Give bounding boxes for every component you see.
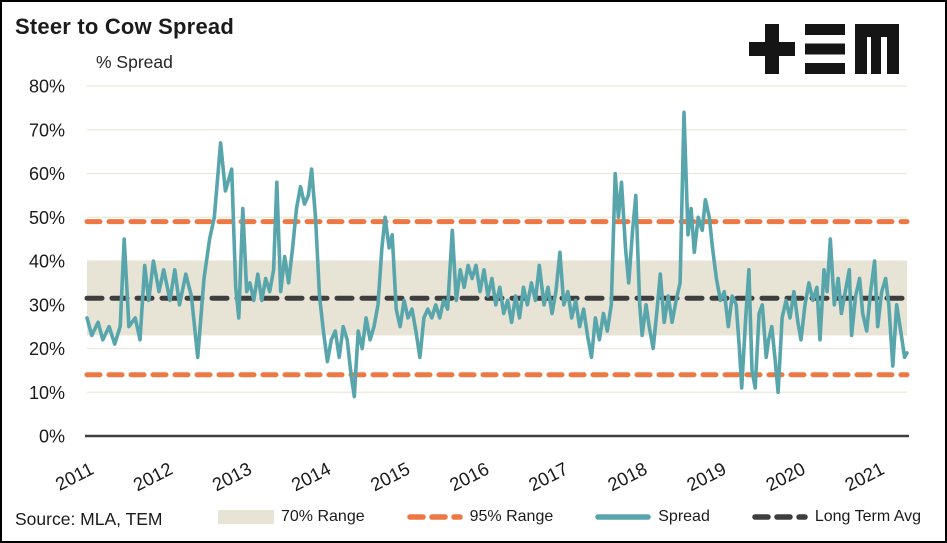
x-tick-label: 2018 [604, 458, 650, 495]
x-tick-label: 2012 [130, 458, 176, 495]
x-tick-label: 2013 [209, 458, 255, 495]
source-note: Source: MLA, TEM [15, 509, 163, 529]
spread-series-line [85, 110, 909, 399]
x-tick-label: 2020 [762, 458, 808, 495]
legend-item: Long Term Avg [752, 508, 921, 526]
legend-marker-dashed-orange [406, 514, 463, 520]
y-tick-label: 60% [29, 164, 65, 184]
y-tick-label: 0% [39, 427, 65, 447]
legend-marker-dashed-dark [752, 514, 808, 520]
legend-marker-solid-teal [595, 514, 651, 520]
legend-label: Long Term Avg [814, 508, 921, 525]
y-tick-label: 80% [29, 77, 65, 97]
y-tick-label: 40% [29, 252, 65, 272]
y-tick-label: 30% [29, 295, 65, 315]
x-tick-label: 2016 [446, 458, 492, 495]
x-tick-label: 2014 [288, 458, 334, 495]
x-tick-label: 2015 [367, 458, 413, 495]
y-axis-title: % Spread [96, 52, 173, 72]
legend-item: Spread [595, 508, 710, 526]
legend-item: 70% Range [218, 508, 365, 526]
chart-plot-area: 0% 10% 20% 30% 40% 50% 60% 70% 80% 2011 2012 2013 20… [29, 77, 910, 495]
x-tick-label: 2019 [683, 458, 729, 495]
legend-label: 95% Range [469, 508, 554, 525]
x-tick-label: 2017 [525, 458, 571, 495]
y-tick-label: 50% [29, 208, 65, 228]
legend-item: 95% Range [406, 508, 554, 526]
x-tick-label: 2021 [841, 458, 887, 495]
x-tick-label: 2011 [52, 458, 97, 495]
y-tick-label: 70% [29, 120, 65, 140]
page-title: Steer to Cow Spread [15, 14, 234, 39]
legend-marker-band [218, 510, 274, 524]
legend-label: 70% Range [281, 508, 365, 525]
tem-logo-icon [749, 24, 899, 74]
y-tick-label: 20% [29, 339, 65, 359]
y-tick-label: 10% [29, 383, 65, 403]
chart-legend: 70% Range 95% Range Spread Long Term Avg [218, 508, 921, 526]
legend-label: Spread [658, 508, 710, 525]
